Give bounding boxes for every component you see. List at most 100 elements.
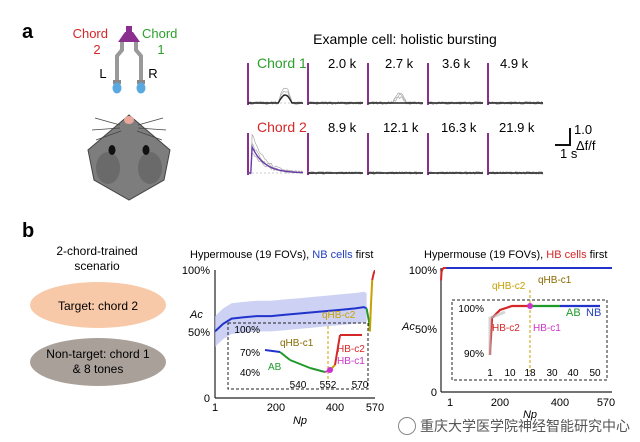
chart1-xlabel: Np [293, 415, 307, 427]
chart1-inset-label-hbc2: HB-c2 [337, 344, 365, 355]
chart1-inset [264, 326, 362, 380]
scenario-title-2: scenario [74, 259, 120, 273]
chart-hb-first: Hypermouse (19 FOVs), HB cells first 100… [401, 249, 615, 421]
chart2-inset-label-qhbc2: qHB-c2 [492, 281, 526, 292]
ear-left-label: L [99, 66, 106, 81]
chart1-ytick-0: 0 [204, 393, 210, 405]
ear-tubes [112, 42, 146, 94]
trial-trace [247, 142, 304, 174]
row2-label: Chord 2 [257, 119, 307, 135]
chart1-xtick-200: 200 [267, 402, 285, 414]
chart2-inset-label-hbc1: HB-c1 [533, 323, 561, 334]
row1-tone-1: 2.0 k [328, 56, 357, 71]
chart1-xtick-400: 400 [326, 402, 344, 414]
mean-trace [248, 94, 303, 104]
target-ellipse [30, 282, 166, 328]
chart1-inset-label-qhbc2: qHB-c2 [322, 310, 356, 321]
chart2-inset-xtick-40: 40 [567, 368, 579, 379]
chart-nb-first: Hypermouse (19 FOVs), NB cells first 100… [182, 249, 384, 427]
panel-a-title: Example cell: holistic bursting [313, 31, 497, 47]
row2-tone-2: 12.1 k [383, 120, 419, 135]
series-line-qhb-c1 [368, 280, 374, 332]
row1-tone-2: 2.7 k [385, 56, 414, 71]
mouse-head-icon [87, 114, 171, 201]
chart2-plot-area [440, 267, 612, 281]
panel-a-label: a [22, 21, 34, 43]
panel-b-label: b [22, 220, 34, 242]
chart1-xtick-1: 1 [212, 402, 218, 414]
chart2-xtick-1: 1 [447, 397, 453, 409]
scale-unit: Δf/f [576, 138, 596, 153]
chart1-ytick-50: 50% [188, 327, 210, 339]
chart2-inset-ytick-100: 100% [458, 304, 484, 315]
row1-tone-3: 3.6 k [442, 56, 471, 71]
chart2-ytick-0: 0 [431, 387, 437, 399]
inset-segment [309, 367, 326, 373]
row2-tone-3: 16.3 k [441, 120, 477, 135]
scenario-title-1: 2-chord-trained [56, 244, 137, 258]
chart2-xtick-570: 570 [597, 397, 615, 409]
chart2-inset-xtick-1: 1 [487, 368, 493, 379]
chart2-ytick-100: 100% [409, 265, 437, 277]
inset-marker [527, 303, 533, 309]
speaker-icon [118, 26, 140, 42]
chart1-inset-ytick-100: 100% [234, 325, 260, 336]
chart2-title: Hypermouse (19 FOVs), HB cells first [424, 249, 607, 261]
chart1-ylabel: Ac [189, 309, 203, 321]
chart1-ytick-100: 100% [182, 265, 210, 277]
nontarget-text-1: Non-target: chord 1 [46, 347, 150, 361]
chart1-inset-label-ab: AB [268, 362, 282, 373]
calcium-traces [247, 63, 544, 176]
nb-confidence-band [215, 291, 367, 347]
chart2-inset-label-nb: NB [586, 307, 601, 319]
chart1-inset-ytick-70: 70% [240, 348, 260, 359]
inset-marker [327, 367, 333, 373]
chart1-inset-ytick-40: 40% [240, 368, 260, 379]
nontarget-ellipse [30, 338, 166, 386]
chart2-ytick-50: 50% [415, 324, 437, 336]
chart1-inset-label-hbc1: HB-c1 [337, 356, 365, 367]
chart2-inset [488, 290, 600, 372]
scale-time: 1 s [560, 146, 578, 161]
chart1-xtick-570: 570 [366, 402, 384, 414]
inset-segment [334, 334, 341, 366]
ear-right-label: R [148, 66, 157, 81]
chart2-inset-label-hbc2: HB-c2 [492, 323, 520, 334]
row1-label: Chord 1 [257, 55, 307, 71]
speaker-right-num: 1 [157, 42, 164, 57]
row2-tone-1: 8.9 k [328, 120, 357, 135]
inset-segment [289, 359, 311, 369]
series-line-hb-c2 [371, 270, 375, 281]
chart2-xtick-400: 400 [551, 397, 569, 409]
row2-tone-4: 21.9 k [499, 120, 535, 135]
wechat-icon [398, 417, 416, 435]
chart1-inset-xtick-552: 552 [320, 380, 337, 391]
series-line-nb [215, 306, 368, 333]
watermark-text: 重庆大学医学院神经智能研究中心 [420, 419, 630, 435]
mean-trace [248, 144, 304, 174]
chart1-plot-area [215, 270, 375, 347]
series-line-hb-c2 [440, 267, 447, 281]
chart2-ylabel: Ac [401, 321, 415, 333]
chart2-xlabel: Np [523, 409, 537, 421]
chart1-inset-xtick-540: 540 [290, 380, 307, 391]
row1-tone-4: 4.9 k [500, 56, 529, 71]
target-text: Target: chord 2 [58, 299, 138, 313]
inset-band [488, 310, 506, 355]
speaker-right-label: Chord [142, 26, 177, 41]
nontarget-text-2: & 8 tones [73, 362, 124, 376]
speaker-left-label: Chord [73, 26, 108, 41]
chart2-inset-ytick-90: 90% [464, 349, 484, 360]
chart2-inset-xtick-30: 30 [546, 368, 558, 379]
chart2-inset-label-qhbc1: qHB-c1 [538, 275, 572, 286]
inset-segment [279, 351, 291, 361]
chart2-inset-label-ab: AB [566, 307, 581, 319]
chart1-title: Hypermouse (19 FOVs), NB cells first [190, 249, 373, 261]
speaker-left-num: 2 [93, 42, 100, 57]
scale-amp: 1.0 [574, 122, 592, 137]
chart2-inset-xtick-50: 50 [589, 368, 601, 379]
chart2-xtick-200: 200 [491, 397, 509, 409]
chart1-inset-label-qhbc1: qHB-c1 [280, 338, 314, 349]
inset-segment [264, 349, 281, 353]
